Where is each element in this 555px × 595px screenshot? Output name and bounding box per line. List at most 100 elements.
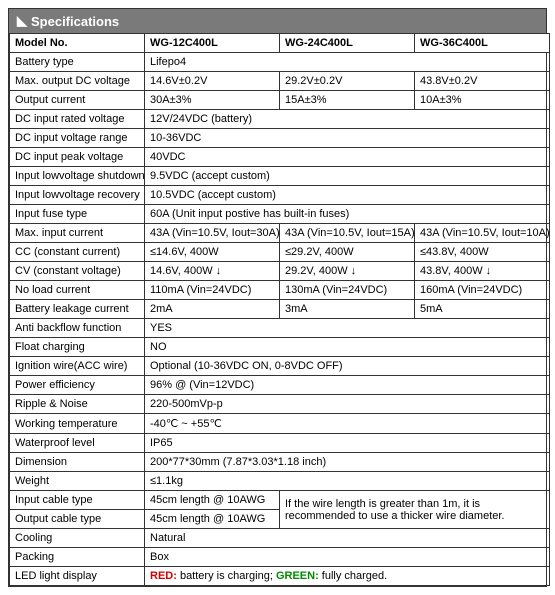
- cell-value: 10-36VDC: [145, 129, 550, 148]
- cell-value: 9.5VDC (accept custom): [145, 167, 550, 186]
- cell-value: 45cm length @ 10AWG: [145, 510, 280, 529]
- table-row: CC (constant current) ≤14.6V, 400W ≤29.2…: [10, 243, 550, 262]
- table-row: Input cable type 45cm length @ 10AWG If …: [10, 491, 550, 510]
- cell-label: CV (constant voltage): [10, 262, 145, 281]
- cell-label: Input cable type: [10, 491, 145, 510]
- cell-label: Float charging: [10, 338, 145, 357]
- cell-label: Output current: [10, 91, 145, 110]
- cell-label: Dimension: [10, 453, 145, 472]
- cell-label: Cooling: [10, 529, 145, 548]
- cell-value: Optional (10-36VDC ON, 0-8VDC OFF): [145, 357, 550, 376]
- cell-value: WG-24C400L: [280, 34, 415, 53]
- cell-label: Waterproof level: [10, 434, 145, 453]
- cell-value: -40℃ ~ +55℃: [145, 414, 550, 434]
- cell-value: 2mA: [145, 300, 280, 319]
- cell-value: 10A±3%: [415, 91, 550, 110]
- cell-value: 43A (Vin=10.5V, Iout=30A): [145, 224, 280, 243]
- cell-value: ≤1.1kg: [145, 472, 550, 491]
- cell-value: Natural: [145, 529, 550, 548]
- table-row: LED light display RED: battery is chargi…: [10, 567, 550, 586]
- table-row: Max. output DC voltage 14.6V±0.2V 29.2V±…: [10, 72, 550, 91]
- cell-label: Max. output DC voltage: [10, 72, 145, 91]
- table-row: Input lowvoltage recovery 10.5VDC (accep…: [10, 186, 550, 205]
- table-row: DC input rated voltage 12V/24VDC (batter…: [10, 110, 550, 129]
- cell-note: If the wire length is greater than 1m, i…: [280, 491, 550, 529]
- header-title: Specifications: [31, 14, 119, 29]
- header-icon: ◣: [17, 13, 27, 29]
- table-row: Ripple & Noise 220-500mVp-p: [10, 395, 550, 414]
- table-row: Ignition wire(ACC wire) Optional (10-36V…: [10, 357, 550, 376]
- cell-value: 110mA (Vin=24VDC): [145, 281, 280, 300]
- led-red-label: RED:: [150, 570, 177, 582]
- cell-label: Battery leakage current: [10, 300, 145, 319]
- table-row: Weight ≤1.1kg: [10, 472, 550, 491]
- cell-value: WG-12C400L: [145, 34, 280, 53]
- cell-value: NO: [145, 338, 550, 357]
- cell-label: Input fuse type: [10, 205, 145, 224]
- cell-value: 43.8V±0.2V: [415, 72, 550, 91]
- led-green-label: GREEN:: [276, 570, 319, 582]
- cell-label: CC (constant current): [10, 243, 145, 262]
- cell-label: Packing: [10, 548, 145, 567]
- cell-value: WG-36C400L: [415, 34, 550, 53]
- cell-value: 29.2V, 400W ↓: [280, 262, 415, 281]
- cell-label: Weight: [10, 472, 145, 491]
- cell-label: Ripple & Noise: [10, 395, 145, 414]
- cell-label: Ignition wire(ACC wire): [10, 357, 145, 376]
- cell-label: No load current: [10, 281, 145, 300]
- cell-value: YES: [145, 319, 550, 338]
- cell-label: Power efficiency: [10, 376, 145, 395]
- table-row: Battery type Lifepo4: [10, 53, 550, 72]
- table-row: Max. input current 43A (Vin=10.5V, Iout=…: [10, 224, 550, 243]
- cell-label: Model No.: [10, 34, 145, 53]
- cell-label: Working temperature: [10, 414, 145, 434]
- cell-value: 43A (Vin=10.5V, Iout=15A): [280, 224, 415, 243]
- cell-label: Anti backflow function: [10, 319, 145, 338]
- cell-value: 45cm length @ 10AWG: [145, 491, 280, 510]
- cell-label: DC input voltage range: [10, 129, 145, 148]
- cell-value: ≤43.8V, 400W: [415, 243, 550, 262]
- cell-value: Lifepo4: [145, 53, 550, 72]
- cell-value: 12V/24VDC (battery): [145, 110, 550, 129]
- cell-led: RED: battery is charging; GREEN: fully c…: [145, 567, 550, 586]
- cell-value: 30A±3%: [145, 91, 280, 110]
- cell-label: DC input peak voltage: [10, 148, 145, 167]
- table-header: ◣ Specifications: [9, 9, 546, 33]
- cell-value: 10.5VDC (accept custom): [145, 186, 550, 205]
- table-row: Power efficiency 96% @ (Vin=12VDC): [10, 376, 550, 395]
- led-red-text: battery is charging;: [177, 570, 276, 582]
- cell-label: Battery type: [10, 53, 145, 72]
- table-row: Input fuse type 60A (Unit input postive …: [10, 205, 550, 224]
- table-row: Waterproof level IP65: [10, 434, 550, 453]
- cell-value: 43A (Vin=10.5V, Iout=10A): [415, 224, 550, 243]
- cell-value: 60A (Unit input postive has built-in fus…: [145, 205, 550, 224]
- led-green-text: fully charged.: [319, 570, 387, 582]
- table-row: Anti backflow function YES: [10, 319, 550, 338]
- cell-value: 43.8V, 400W ↓: [415, 262, 550, 281]
- cell-label: LED light display: [10, 567, 145, 586]
- cell-label: Output cable type: [10, 510, 145, 529]
- cell-value: 15A±3%: [280, 91, 415, 110]
- cell-value: Box: [145, 548, 550, 567]
- cell-value: ≤14.6V, 400W: [145, 243, 280, 262]
- cell-value: 96% @ (Vin=12VDC): [145, 376, 550, 395]
- spec-table: Model No. WG-12C400L WG-24C400L WG-36C40…: [9, 33, 550, 586]
- cell-value: IP65: [145, 434, 550, 453]
- table-row: Packing Box: [10, 548, 550, 567]
- cell-value: ≤29.2V, 400W: [280, 243, 415, 262]
- cell-label: DC input rated voltage: [10, 110, 145, 129]
- cell-label: Max. input current: [10, 224, 145, 243]
- table-row: Input lowvoltage shutdown 9.5VDC (accept…: [10, 167, 550, 186]
- cell-value: 29.2V±0.2V: [280, 72, 415, 91]
- table-row: Model No. WG-12C400L WG-24C400L WG-36C40…: [10, 34, 550, 53]
- table-row: DC input voltage range 10-36VDC: [10, 129, 550, 148]
- cell-value: 130mA (Vin=24VDC): [280, 281, 415, 300]
- cell-value: 5mA: [415, 300, 550, 319]
- table-row: Working temperature -40℃ ~ +55℃: [10, 414, 550, 434]
- cell-value: 220-500mVp-p: [145, 395, 550, 414]
- table-row: No load current 110mA (Vin=24VDC) 130mA …: [10, 281, 550, 300]
- cell-label: Input lowvoltage recovery: [10, 186, 145, 205]
- table-row: Dimension 200*77*30mm (7.87*3.03*1.18 in…: [10, 453, 550, 472]
- table-row: Output current 30A±3% 15A±3% 10A±3%: [10, 91, 550, 110]
- cell-value: 14.6V±0.2V: [145, 72, 280, 91]
